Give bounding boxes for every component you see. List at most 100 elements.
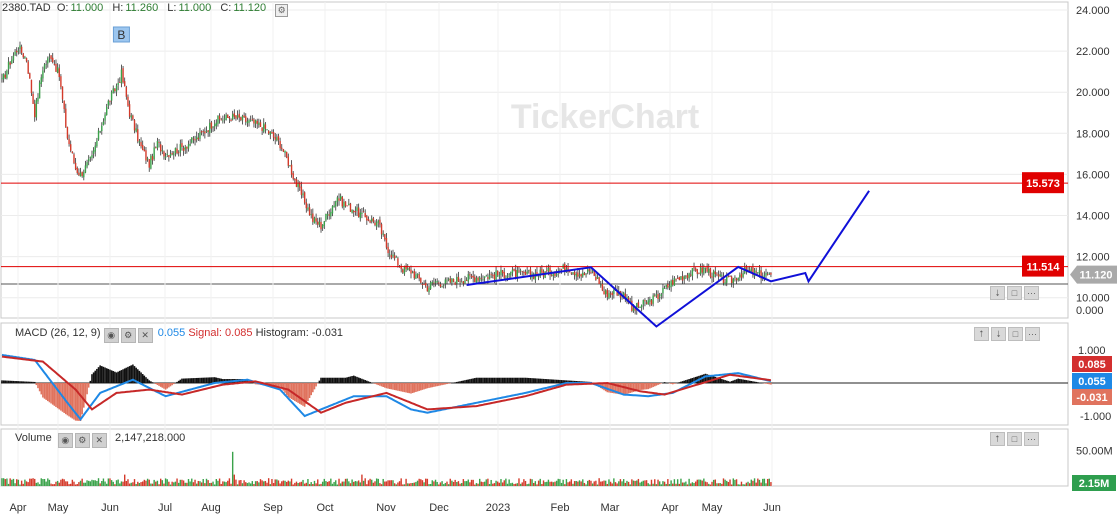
candle	[204, 131, 206, 134]
more-icon[interactable]: ⋯	[1024, 286, 1039, 300]
candle	[238, 113, 240, 118]
candle	[395, 256, 397, 258]
candle	[413, 270, 415, 279]
candle	[573, 271, 576, 276]
candle	[42, 70, 44, 79]
candle	[223, 118, 226, 120]
candle	[53, 63, 56, 65]
price-tick-label: 0.000	[1076, 305, 1104, 317]
candle	[603, 290, 605, 295]
move-down-icon[interactable]: ⭣	[991, 327, 1006, 341]
macd-line	[1, 353, 772, 421]
candle	[2, 73, 5, 80]
candle	[660, 294, 663, 297]
candle	[112, 88, 114, 93]
candle	[729, 275, 731, 277]
candle	[367, 219, 370, 221]
candle	[426, 286, 429, 292]
candle	[184, 146, 186, 150]
candle	[258, 122, 260, 126]
candle	[550, 275, 553, 277]
candle	[253, 119, 255, 124]
move-down-icon[interactable]: ⭣	[990, 286, 1005, 300]
candle	[745, 267, 748, 271]
candle	[14, 51, 16, 55]
candle	[161, 150, 164, 152]
candle	[222, 120, 224, 122]
macd-value-label: 0.055	[1078, 376, 1106, 388]
candle	[102, 121, 105, 126]
candle	[425, 282, 427, 286]
candle	[339, 195, 342, 200]
candle	[480, 278, 483, 280]
candle	[128, 104, 131, 117]
candle	[362, 211, 365, 213]
candle	[146, 158, 149, 160]
settings-icon[interactable]: ⚙	[275, 4, 289, 17]
candle	[241, 115, 244, 121]
candle	[539, 269, 541, 277]
more-icon[interactable]: ⋯	[1024, 432, 1039, 446]
candle	[410, 269, 412, 274]
macd-value-badge	[1072, 356, 1112, 372]
candle	[269, 131, 272, 136]
candle	[582, 272, 584, 277]
candle	[297, 183, 299, 188]
x-tick-label: May	[48, 502, 69, 514]
candle	[168, 155, 170, 158]
settings-icon[interactable]: ⚙	[74, 433, 90, 448]
candle	[70, 144, 72, 151]
candle	[384, 234, 386, 240]
maximize-icon[interactable]: □	[1007, 286, 1022, 300]
candle	[86, 162, 88, 167]
candle	[197, 137, 200, 140]
histogram-label: Histogram:	[255, 327, 309, 339]
close-icon[interactable]: ✕	[91, 433, 107, 448]
macd-name: MACD	[15, 327, 48, 339]
visibility-icon[interactable]: ◉	[103, 328, 119, 343]
settings-icon[interactable]: ⚙	[120, 328, 136, 343]
candle	[379, 219, 381, 225]
candle	[266, 129, 268, 131]
candle	[606, 289, 609, 298]
visibility-icon[interactable]: ◉	[57, 433, 73, 448]
more-icon[interactable]: ⋯	[1025, 327, 1040, 341]
candle	[712, 270, 715, 278]
candle	[675, 279, 677, 281]
x-tick-label: Sep	[263, 502, 283, 514]
candle	[195, 136, 198, 140]
line-value-badge	[1022, 172, 1064, 194]
candle	[709, 268, 712, 277]
candle	[323, 221, 325, 226]
candle	[644, 300, 646, 302]
candle	[58, 68, 60, 78]
candle	[357, 207, 360, 217]
candle	[598, 277, 600, 284]
candle	[703, 267, 705, 274]
candle	[616, 290, 618, 296]
watermark: TickerChart	[511, 98, 699, 136]
candle	[218, 115, 221, 120]
candle	[117, 82, 119, 86]
maximize-icon[interactable]: □	[1008, 327, 1023, 341]
candle	[510, 272, 512, 276]
x-tick-label: Nov	[376, 502, 396, 514]
candle	[740, 273, 743, 278]
candle	[763, 275, 766, 278]
candle	[497, 270, 499, 276]
candle	[354, 211, 357, 213]
move-up-icon[interactable]: ⭡	[974, 327, 989, 341]
move-up-icon[interactable]: ⭡	[990, 432, 1005, 446]
candle	[636, 303, 638, 311]
candle	[240, 117, 242, 121]
candle	[143, 149, 146, 152]
candle	[187, 144, 190, 149]
maximize-icon[interactable]: □	[1007, 432, 1022, 446]
close-icon[interactable]: ✕	[137, 328, 153, 343]
candle	[670, 280, 672, 287]
macd-value: 0.055	[157, 327, 186, 339]
candle	[492, 274, 494, 276]
candle	[124, 81, 126, 87]
candle	[578, 274, 581, 277]
